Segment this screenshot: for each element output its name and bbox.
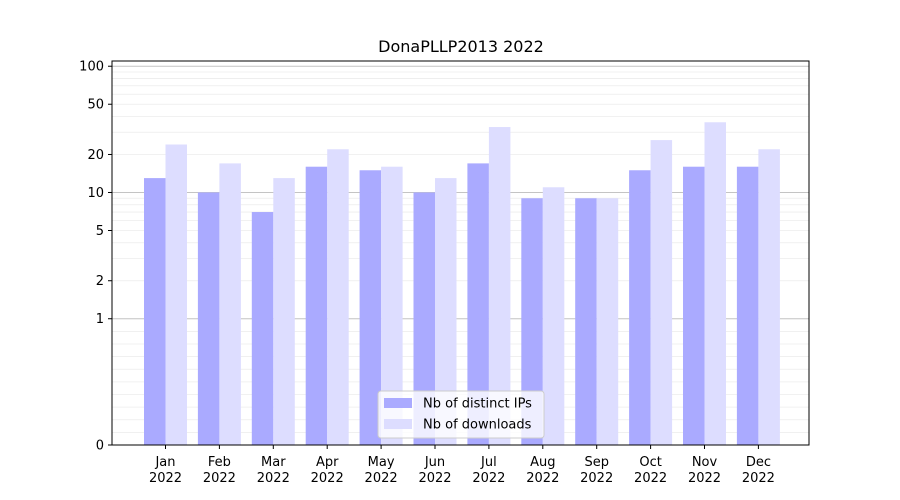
y-tick-label: 0: [96, 439, 104, 454]
bar-distinct-ips: [521, 198, 543, 445]
legend-box: [377, 390, 545, 439]
x-tick-label-year: 2022: [688, 471, 721, 486]
plot-frame: [111, 60, 810, 446]
y-tick-label: 10: [87, 186, 104, 201]
bar-downloads: [650, 140, 673, 445]
bar-downloads: [327, 149, 349, 445]
bar-downloads: [219, 163, 241, 445]
bar-downloads: [704, 122, 726, 445]
x-axis: Jan2022Feb2022Mar2022Apr2022May2022Jun20…: [149, 445, 775, 486]
x-tick-label-month: Jun: [424, 455, 445, 470]
bar-distinct-ips: [467, 163, 489, 445]
bar-downloads: [758, 149, 780, 445]
bar-downloads: [488, 127, 511, 445]
bar-distinct-ips: [413, 192, 435, 445]
x-tick-label-year: 2022: [365, 471, 398, 486]
x-tick-label-year: 2022: [311, 471, 344, 486]
x-tick-label-year: 2022: [418, 471, 451, 486]
y-axis: 0 1 2 5 10 20 50 100: [79, 60, 112, 454]
bar-distinct-ips: [359, 170, 382, 445]
bar-downloads: [165, 144, 187, 445]
bar-downloads: [273, 178, 295, 446]
legend-swatch: [384, 398, 412, 408]
y-tick-label: 1: [96, 312, 104, 327]
legend: Nb of distinct IPs Nb of downloads: [377, 390, 545, 439]
y-tick-label: 100: [79, 60, 104, 75]
bars: [144, 122, 780, 446]
x-tick-label-year: 2022: [472, 471, 505, 486]
x-tick-label-month: Dec: [746, 455, 771, 470]
x-tick-label-month: Oct: [639, 455, 661, 470]
bar-distinct-ips: [305, 166, 328, 445]
x-tick-label-month: Sep: [584, 455, 609, 470]
bar-distinct-ips: [144, 178, 166, 446]
y-tick-label: 50: [87, 98, 104, 113]
x-tick-label-year: 2022: [526, 471, 559, 486]
legend-label: Nb of distinct IPs: [423, 397, 532, 412]
bar-distinct-ips: [736, 166, 759, 445]
x-tick-label-year: 2022: [634, 471, 667, 486]
bar-downloads: [596, 198, 619, 445]
x-tick-label-month: May: [368, 455, 395, 470]
x-tick-label-month: Nov: [692, 455, 718, 470]
chart-title: DonaPLLP2013 2022: [378, 37, 544, 56]
bar-distinct-ips: [251, 212, 274, 445]
x-tick-label-year: 2022: [257, 471, 290, 486]
bar-distinct-ips: [197, 192, 220, 445]
bar-downloads: [435, 178, 457, 446]
bar-downloads: [381, 166, 403, 445]
y-tick-label: 20: [87, 148, 104, 163]
bar-distinct-ips: [683, 166, 705, 445]
x-tick-label-year: 2022: [580, 471, 613, 486]
bar-downloads: [542, 187, 565, 446]
legend-label: Nb of downloads: [423, 418, 532, 433]
bar-distinct-ips: [575, 198, 597, 445]
x-tick-label-month: Mar: [261, 455, 286, 470]
x-tick-label-year: 2022: [149, 471, 182, 486]
legend-swatch: [384, 419, 412, 429]
x-tick-label-year: 2022: [203, 471, 236, 486]
x-tick-label-month: Jan: [154, 455, 175, 470]
x-tick-label-month: Aug: [530, 455, 555, 470]
x-tick-label-month: Apr: [316, 455, 339, 470]
x-tick-label-month: Feb: [208, 455, 231, 470]
y-tick-label: 2: [96, 274, 104, 289]
bar-distinct-ips: [629, 170, 651, 445]
x-tick-label-month: Jul: [480, 455, 497, 470]
y-tick-label: 5: [96, 224, 104, 239]
x-tick-label-year: 2022: [742, 471, 775, 486]
